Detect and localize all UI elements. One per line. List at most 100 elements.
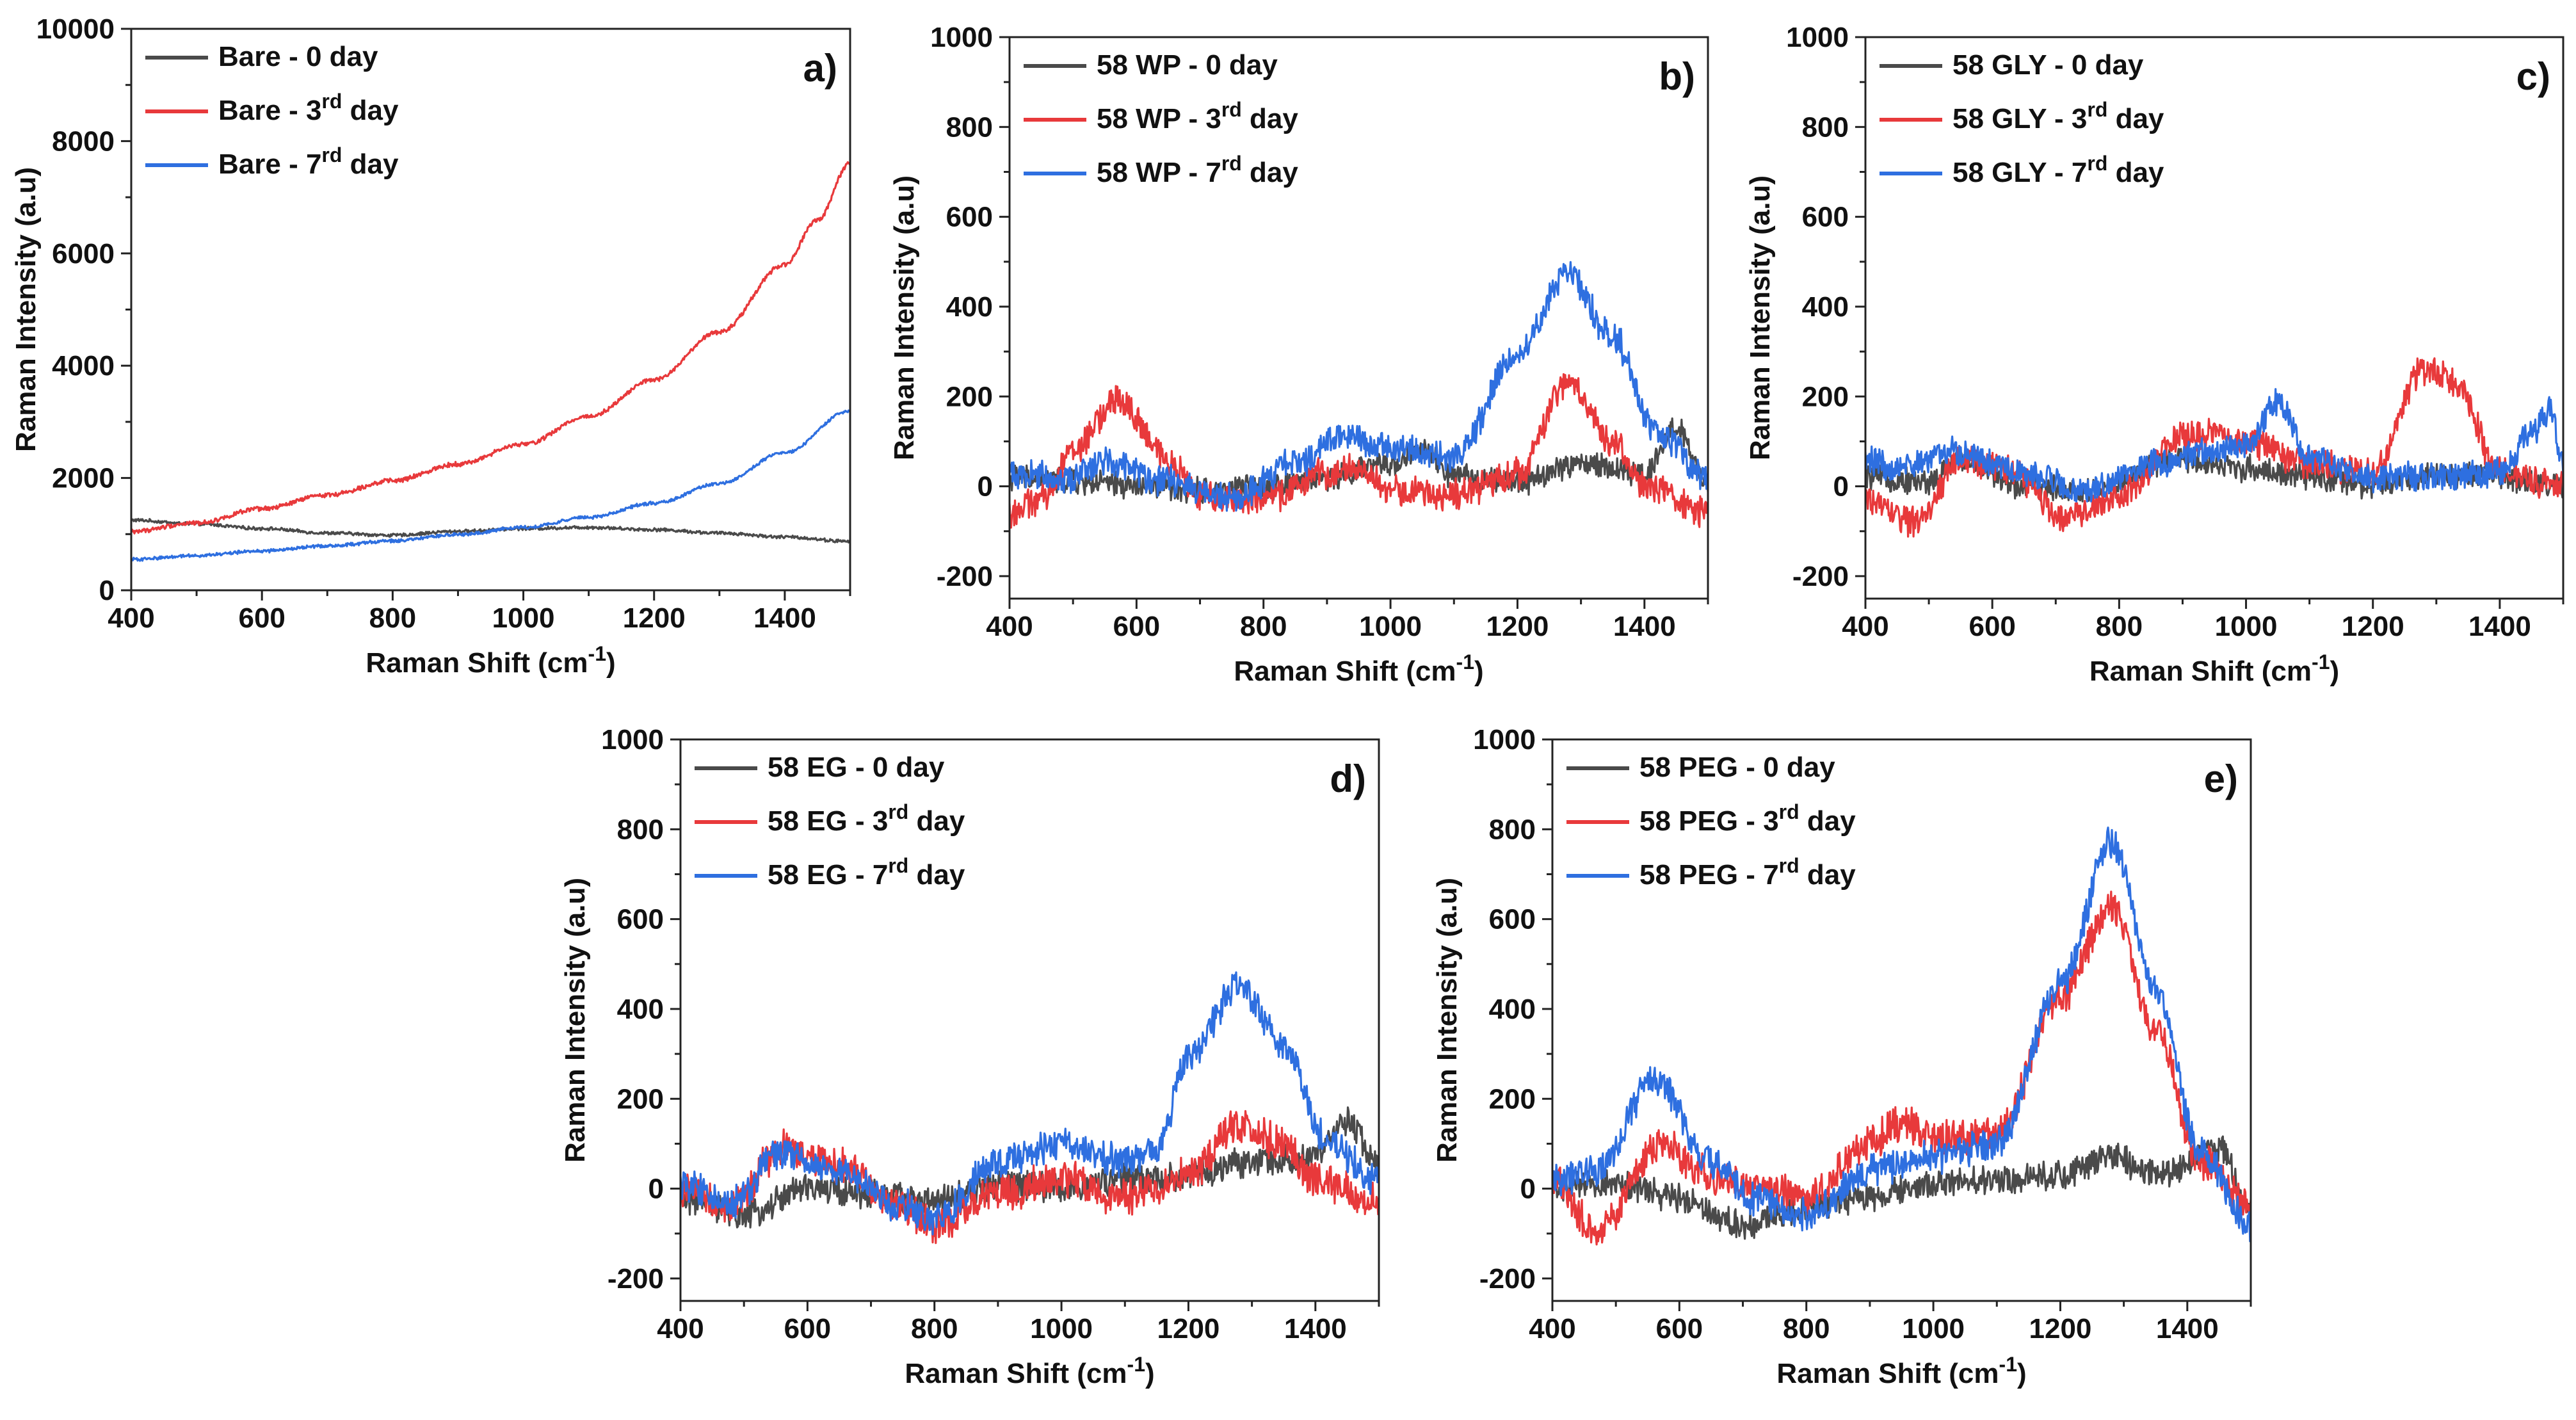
y-tick-label: -200 — [608, 1263, 664, 1295]
y-tick-label: 2000 — [52, 463, 115, 494]
x-tick-label: 1200 — [1486, 611, 1549, 642]
y-tick-label: -200 — [937, 561, 993, 592]
legend-label-main: 58 WP - 7 — [1097, 157, 1221, 188]
x-tick-label: 1000 — [2215, 611, 2278, 642]
x-tick-label: 1400 — [2468, 611, 2531, 642]
plot-frame — [1864, 36, 2564, 600]
legend-item-peg7: 58 PEG - 7rd day — [1566, 854, 1856, 891]
series-line-eg0 — [680, 1106, 1379, 1229]
y-tick-label: 0 — [99, 575, 115, 606]
legend-label-main: Bare - 0 day — [218, 41, 378, 72]
legend-label-main: Bare - 7 — [218, 149, 321, 180]
legend-label-sup: rd — [1221, 98, 1242, 121]
legend-label-tail: day — [2107, 103, 2164, 134]
y-tick-label: 600 — [617, 904, 664, 935]
x-axis-title-sup: -1 — [1456, 650, 1474, 674]
y-tick-label: 0 — [1520, 1174, 1536, 1205]
x-axis-title: Raman Shift (cm-1) — [1776, 1353, 2026, 1389]
legend-label-main: 58 EG - 0 day — [768, 752, 945, 783]
y-tick-label: 400 — [1489, 994, 1536, 1025]
series-line-bare7 — [131, 409, 850, 562]
x-axis-title: Raman Shift (cm-1) — [366, 642, 615, 679]
legend-label-main: 58 WP - 0 day — [1097, 49, 1278, 81]
y-tick-label: 600 — [1802, 202, 1849, 233]
x-tick-label: 1400 — [1613, 611, 1676, 642]
legend-label-tail: day — [342, 149, 399, 180]
x-tick-label: 800 — [1240, 611, 1287, 642]
legend-item-eg3: 58 EG - 3rd day — [695, 800, 965, 837]
y-tick-label: 400 — [617, 994, 664, 1025]
x-axis-title-sup: -1 — [1999, 1353, 2017, 1376]
y-tick-label: 0 — [1833, 471, 1849, 503]
legend-label: 58 PEG - 7rd day — [1639, 854, 1856, 891]
y-tick-label: 600 — [1489, 904, 1536, 935]
y-tick-label: 800 — [617, 814, 664, 845]
legend-label-tail: day — [1799, 859, 1856, 891]
x-tick-label: 400 — [1842, 611, 1888, 642]
legend-label-sup: rd — [321, 143, 342, 166]
x-tick-label: 1200 — [1157, 1313, 1220, 1344]
legend-label-main: 58 PEG - 0 day — [1639, 752, 1835, 783]
x-axis-title-sup: -1 — [588, 642, 606, 665]
y-tick-label: 200 — [946, 381, 993, 412]
legend-label-tail: day — [342, 95, 399, 126]
legend-label-sup: rd — [1779, 800, 1799, 823]
legend-item-wp0: 58 WP - 0 day — [1024, 49, 1278, 81]
x-axis-title: Raman Shift (cm-1) — [905, 1353, 1154, 1389]
series-line-peg3 — [1552, 891, 2251, 1246]
legend-label-main: 58 PEG - 7 — [1639, 859, 1779, 891]
legend-label-tail: day — [1242, 157, 1299, 188]
y-tick-label: 6000 — [52, 238, 115, 270]
legend-label: 58 GLY - 0 day — [1952, 49, 2144, 81]
x-tick-label: 800 — [911, 1313, 958, 1344]
legend-label: 58 PEG - 0 day — [1639, 752, 1835, 783]
x-tick-label: 600 — [784, 1313, 831, 1344]
x-axis-title-main: Raman Shift (cm — [1776, 1358, 1999, 1389]
plot-frame — [1551, 738, 2252, 1302]
legend-item-gly0: 58 GLY - 0 day — [1880, 49, 2144, 81]
y-tick-label: 1000 — [1473, 724, 1536, 755]
panel-label: e) — [2204, 757, 2238, 800]
y-tick-label: 0 — [978, 471, 993, 503]
chart-panel-a: 400 600 800 1000 1200 1400 0 2000 4000 6000 8000 10… — [10, 13, 851, 679]
legend-label-sup: rd — [2087, 98, 2107, 121]
legend-label-main: 58 PEG - 3 — [1639, 805, 1779, 837]
plot-frame — [1008, 36, 1709, 600]
legend-label-sup: rd — [2087, 152, 2107, 175]
y-tick-label: 1000 — [930, 22, 993, 53]
y-axis-title: Raman Intensity (a.u) — [10, 167, 42, 452]
y-tick-label: 1000 — [1786, 22, 1849, 53]
x-tick-label: 1400 — [1284, 1313, 1347, 1344]
legend-label-sup: rd — [1221, 152, 1242, 175]
legend-label: 58 WP - 0 day — [1097, 49, 1278, 81]
legend-label-main: 58 WP - 3 — [1097, 103, 1221, 134]
legend-label-tail: day — [2107, 157, 2164, 188]
x-tick-label: 1000 — [1902, 1313, 1965, 1344]
legend-item-eg7: 58 EG - 7rd day — [695, 854, 965, 891]
legend-label: 58 EG - 7rd day — [768, 854, 965, 891]
y-tick-label: 600 — [946, 202, 993, 233]
y-tick-label: -200 — [1792, 561, 1849, 592]
panel-label: d) — [1330, 757, 1366, 800]
x-tick-label: 800 — [369, 602, 416, 634]
x-tick-label: 400 — [108, 602, 154, 634]
x-tick-label: 600 — [1968, 611, 2015, 642]
legend-label-main: 58 GLY - 7 — [1952, 157, 2087, 188]
series-line-bare3 — [131, 161, 850, 535]
y-tick-label: 4000 — [52, 350, 115, 382]
y-tick-label: 200 — [1489, 1083, 1536, 1115]
y-tick-label: 400 — [946, 291, 993, 323]
x-axis-title-main: Raman Shift (cm — [2089, 656, 2312, 687]
legend-label-tail: day — [908, 859, 965, 891]
x-tick-label: 1200 — [623, 602, 686, 634]
series-line-eg3 — [680, 1109, 1379, 1245]
chart-panel-b: 400 600 800 1000 1200 1400 -200 0 200 400 600 800 10… — [889, 22, 1709, 687]
x-axis-title-tail: ) — [2017, 1358, 2027, 1389]
legend-label: 58 GLY - 3rd day — [1952, 98, 2164, 134]
x-axis-title: Raman Shift (cm-1) — [1234, 650, 1483, 687]
chart-panel-d: 400 600 800 1000 1200 1400 -200 0 200 400 600 800 10… — [559, 724, 1380, 1389]
y-tick-label: 10000 — [36, 13, 115, 45]
